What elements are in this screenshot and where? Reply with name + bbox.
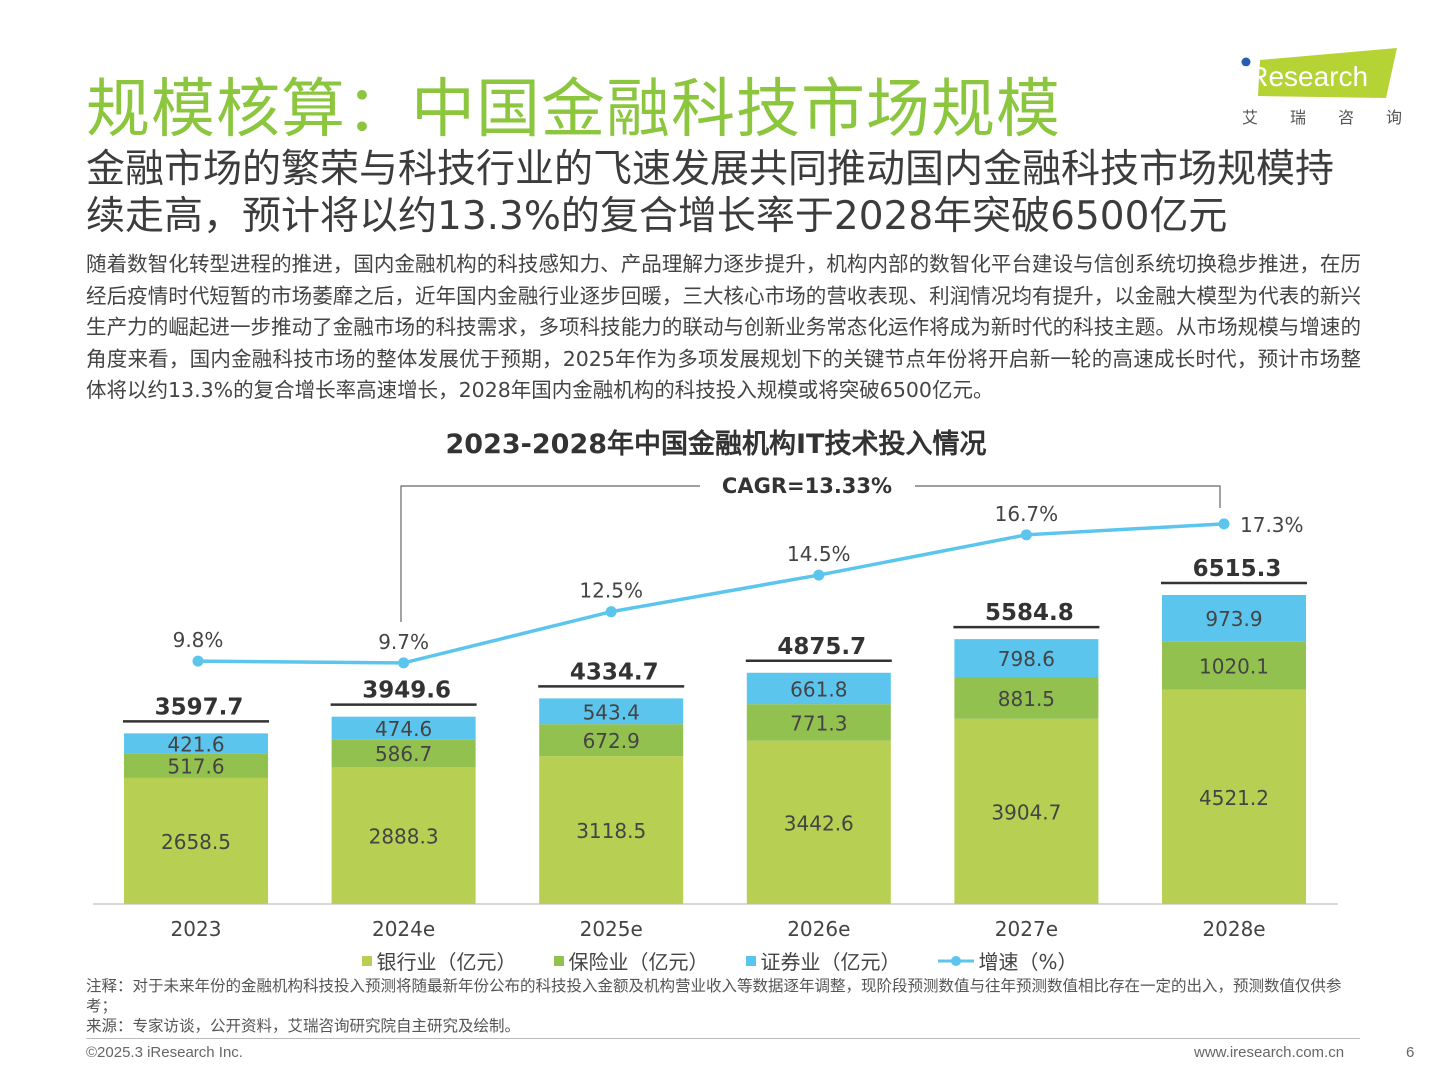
chart-legend: 银行业（亿元） 保险业（亿元） 证券业（亿元） 增速（%） [0,946,1440,975]
data-label: 3442.6 [784,811,854,835]
growth-label: 12.5% [579,579,643,603]
stacked-bar-chart: 2023-2028年中国金融机构IT技术投入情况 2658.5 517.6421.6… [93,428,1338,941]
x-tick-label: 2025e [580,917,643,941]
bar-segment [331,767,476,904]
bar-segment [539,756,684,904]
x-tick-label: 2027e [995,917,1058,941]
data-label: 517.6 [167,755,224,779]
growth-point [605,606,617,618]
total-label: 6515.3 [1193,556,1282,582]
growth-label: 17.3% [1240,513,1304,537]
data-label: 973.9 [1205,607,1262,631]
legend-label: 保险业（亿元） [568,950,709,974]
x-tick-label: 2026e [787,917,850,941]
page-number: 6 [1406,1044,1415,1061]
growth-label: 9.7% [378,630,429,654]
bar-segment [954,677,1099,719]
total-label: 5584.8 [985,600,1074,626]
data-label: 586.7 [375,742,432,766]
growth-point [1218,518,1230,530]
growth-label: 9.8% [173,628,224,652]
note-text: 注释：对于未来年份的金融机构科技投入预测将随最新年份公布的科技投入金额及机构营业… [86,977,1342,1015]
legend-item-bank: 银行业（亿元） [362,946,516,975]
data-label: 798.6 [998,647,1055,671]
data-label: 3118.5 [576,819,646,843]
growth-point [813,569,825,581]
total-label: 4875.7 [777,634,866,660]
x-tick-label: 2024e [372,917,435,941]
line-marker-icon [938,955,975,966]
footer-divider [86,1038,1360,1039]
bar-segment [124,753,268,778]
bar-segment [331,716,476,740]
total-label: 4334.7 [570,659,659,685]
data-label: 543.4 [583,700,640,724]
cagr-bracket-right [915,485,1221,508]
logo-char: 瑞 [1289,108,1306,127]
logo-char: 咨 [1337,108,1354,127]
bar-segment [746,704,891,741]
page-title: 规模核算：中国金融科技市场规模 [86,73,1061,147]
svg-text:iResearch: iResearch [1242,61,1368,92]
body-paragraph: 随着数智化转型进程的推进，国内金融机构的科技感知力、产品理解力逐步提升，机构内部… [86,252,1361,402]
legend-swatch [362,955,373,966]
bar-segment [539,698,684,725]
bar-segment [746,672,891,705]
bar-segment [746,740,891,904]
legend-swatch [554,955,565,966]
copyright: ©2025.3 iResearch Inc. [86,1044,243,1061]
total-label: 3597.7 [155,694,244,720]
data-label: 661.8 [790,677,847,701]
data-label: 2658.5 [161,830,231,854]
growth-point [192,655,204,667]
bar-segment [331,739,476,768]
bar-segment [539,724,684,757]
footnote: 注释：对于未来年份的金融机构科技投入预测将随最新年份公布的科技投入金额及机构营业… [86,976,1356,1036]
legend-label: 证券业（亿元） [760,950,901,974]
legend-swatch [746,955,757,966]
website-link[interactable]: www.iresearch.com.cn [1194,1044,1345,1061]
data-label: 672.9 [583,729,640,753]
bar-segment [954,639,1099,678]
growth-label: 16.7% [995,502,1059,526]
growth-point [1020,529,1032,541]
logo-chinese: 艾 瑞 咨 询 [1242,104,1402,128]
growth-label: 14.5% [787,542,851,566]
data-label: 4521.2 [1199,786,1269,810]
data-label: 474.6 [375,717,432,741]
legend-label: 增速（%） [978,950,1078,974]
logo-char: 艾 [1242,108,1259,127]
source-text: 来源：专家访谈，公开资料，艾瑞咨询研究院自主研究及绘制。 [86,1017,521,1035]
data-label: 1020.1 [1199,654,1269,678]
data-label: 421.6 [167,732,224,756]
bar-segment [1162,641,1306,690]
growth-point [398,657,410,669]
legend-item-growth: 增速（%） [938,946,1078,975]
bar-segment [954,718,1099,904]
logo-char: 询 [1385,108,1402,127]
bar-segment [1162,595,1306,642]
data-label: 2888.3 [369,825,439,849]
cagr-label: CAGR=13.33% [722,474,892,498]
chart-title: 2023-2028年中国金融机构IT技术投入情况 [446,428,987,460]
legend-item-securities: 证券业（亿元） [746,946,900,975]
data-label: 771.3 [790,711,847,735]
legend-item-insurance: 保险业（亿元） [554,946,708,975]
cagr-bracket-left [400,485,700,622]
data-label: 3904.7 [991,800,1061,824]
bar-segment [124,733,268,754]
growth-line [197,522,1225,665]
total-label: 3949.6 [362,678,451,704]
bar-segment [1162,689,1306,904]
iresearch-logo: iResearch [1240,46,1400,126]
data-label: 881.5 [998,687,1055,711]
legend-label: 银行业（亿元） [376,950,517,974]
page-subtitle: 金融市场的繁荣与科技行业的飞速发展共同推动国内金融科技市场规模持续走高，预计将以… [86,147,1335,239]
x-tick-label: 2028e [1202,917,1265,941]
bar-segment [124,777,268,904]
x-tick-label: 2023 [171,917,222,941]
